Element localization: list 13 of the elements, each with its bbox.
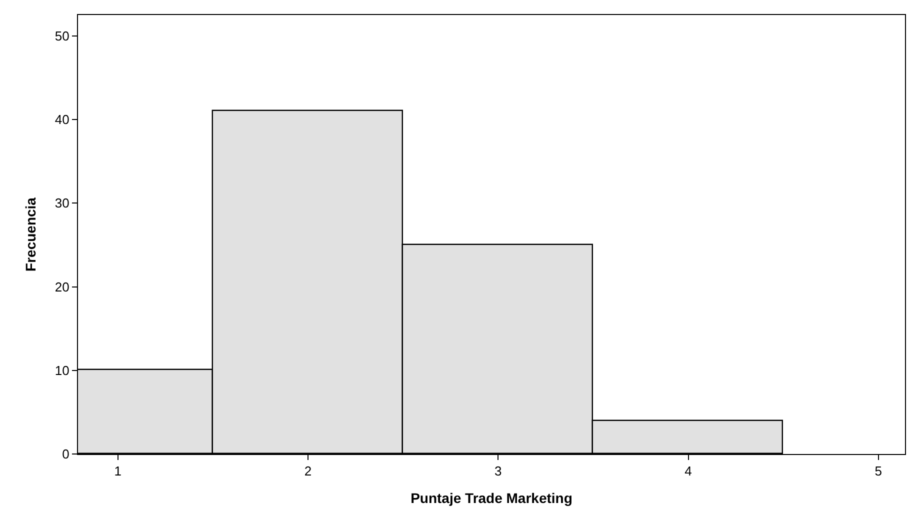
- y-tick-label: 50: [54, 28, 70, 44]
- y-tick-label: 10: [54, 362, 70, 378]
- y-tick-label: 0: [62, 446, 70, 462]
- x-axis-title: Puntaje Trade Marketing: [410, 490, 572, 506]
- x-tick-label: 2: [304, 464, 312, 479]
- x-tick-label: 4: [684, 464, 692, 479]
- y-axis-title: Frecuencia: [22, 197, 39, 272]
- y-tick-label: 30: [54, 196, 70, 211]
- y-tick-label: 20: [54, 279, 70, 294]
- x-tick-label: 1: [114, 464, 122, 479]
- y-tick-label: 40: [54, 112, 70, 128]
- x-tick-label: 5: [874, 464, 882, 479]
- x-tick-label: 3: [494, 464, 502, 479]
